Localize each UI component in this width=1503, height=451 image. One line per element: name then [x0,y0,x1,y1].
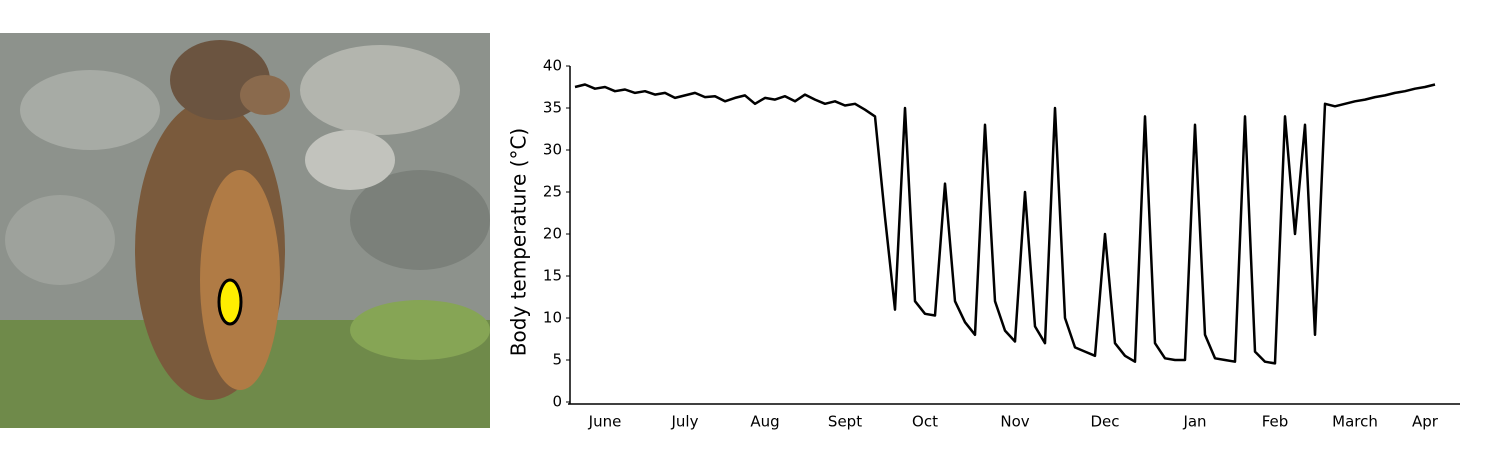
x-tick-label: Nov [1000,413,1029,431]
y-axis-label: Body temperature (°C) [507,128,531,357]
y-tick-label: 15 [543,267,562,285]
y-tick-label: 35 [543,99,562,117]
x-tick-label: Feb [1262,413,1289,431]
x-tick-label: March [1332,413,1378,431]
x-tick-label: Oct [912,413,938,431]
y-tick-label: 10 [543,309,562,327]
y-tick-label: 30 [543,141,562,159]
x-tick-label: Apr [1412,413,1439,431]
y-tick-label: 20 [543,225,562,243]
temperature-line [574,83,1436,365]
x-tick-label: Dec [1090,413,1119,431]
x-tick-label: Jan [1182,413,1206,431]
x-tick-label: Sept [828,413,862,431]
y-tick-label: 25 [543,183,562,201]
marmot-photo [0,33,490,428]
x-tick-label: June [588,413,622,431]
y-tick-label: 0 [552,393,562,411]
y-tick-label: 40 [543,57,562,75]
x-tick-label: July [671,413,699,431]
x-tick-label: Aug [750,413,779,431]
y-tick-label: 5 [552,351,562,369]
